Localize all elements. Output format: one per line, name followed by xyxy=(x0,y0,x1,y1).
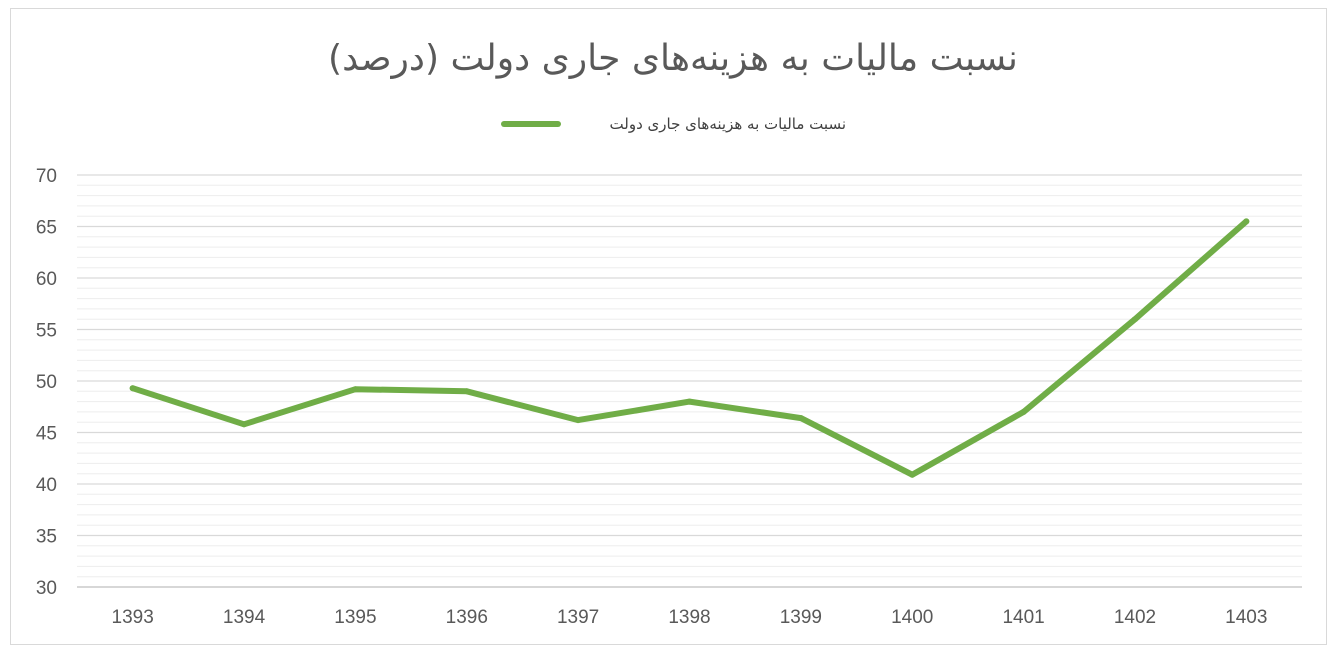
y-tick-label: 70 xyxy=(36,166,57,187)
y-tick-label: 50 xyxy=(36,372,57,393)
x-tick-label: 1398 xyxy=(668,607,710,628)
data-point xyxy=(1020,408,1027,415)
data-point xyxy=(1131,316,1138,323)
data-point xyxy=(241,421,248,428)
x-tick-label: 1393 xyxy=(112,607,154,628)
major-gridlines xyxy=(77,174,1302,588)
data-point xyxy=(909,471,916,478)
x-tick-label: 1401 xyxy=(1002,607,1044,628)
legend: نسبت مالیات به هزینه‌های جاری دولت xyxy=(501,115,846,133)
y-tick-label: 30 xyxy=(36,578,57,599)
x-tick-label: 1394 xyxy=(223,607,266,628)
x-tick-label: 1397 xyxy=(557,607,599,628)
y-tick-label: 60 xyxy=(36,269,57,290)
x-axis-tick-labels: 1393 1394 1395 1396 1397 1398 1399 1400 1401 1402… xyxy=(112,607,1268,628)
legend-label: نسبت مالیات به هزینه‌های جاری دولت xyxy=(610,115,846,133)
data-point xyxy=(1243,218,1250,225)
minor-gridlines xyxy=(77,184,1302,578)
series-group xyxy=(129,218,1250,478)
y-tick-label: 45 xyxy=(36,424,57,445)
data-point xyxy=(686,398,693,405)
chart-title: نسبت مالیات به هزینه‌های جاری دولت (درصد… xyxy=(328,38,1018,79)
x-tick-label: 1396 xyxy=(446,607,488,628)
data-point xyxy=(575,417,582,424)
y-axis-tick-labels: 30 35 40 45 50 55 60 65 70 xyxy=(36,166,57,599)
y-tick-label: 40 xyxy=(36,475,57,496)
series-line xyxy=(129,218,1250,478)
chart-frame xyxy=(10,8,1327,645)
y-tick-label: 55 xyxy=(36,321,57,342)
data-point xyxy=(463,388,470,395)
x-tick-label: 1400 xyxy=(891,607,933,628)
data-point xyxy=(352,386,359,393)
data-point xyxy=(797,415,804,422)
y-tick-label: 65 xyxy=(36,218,57,239)
x-tick-label: 1403 xyxy=(1225,607,1267,628)
y-tick-label: 35 xyxy=(36,527,57,548)
x-tick-label: 1395 xyxy=(334,607,376,628)
x-tick-label: 1399 xyxy=(780,607,822,628)
data-point xyxy=(129,385,136,392)
x-tick-label: 1402 xyxy=(1114,607,1156,628)
